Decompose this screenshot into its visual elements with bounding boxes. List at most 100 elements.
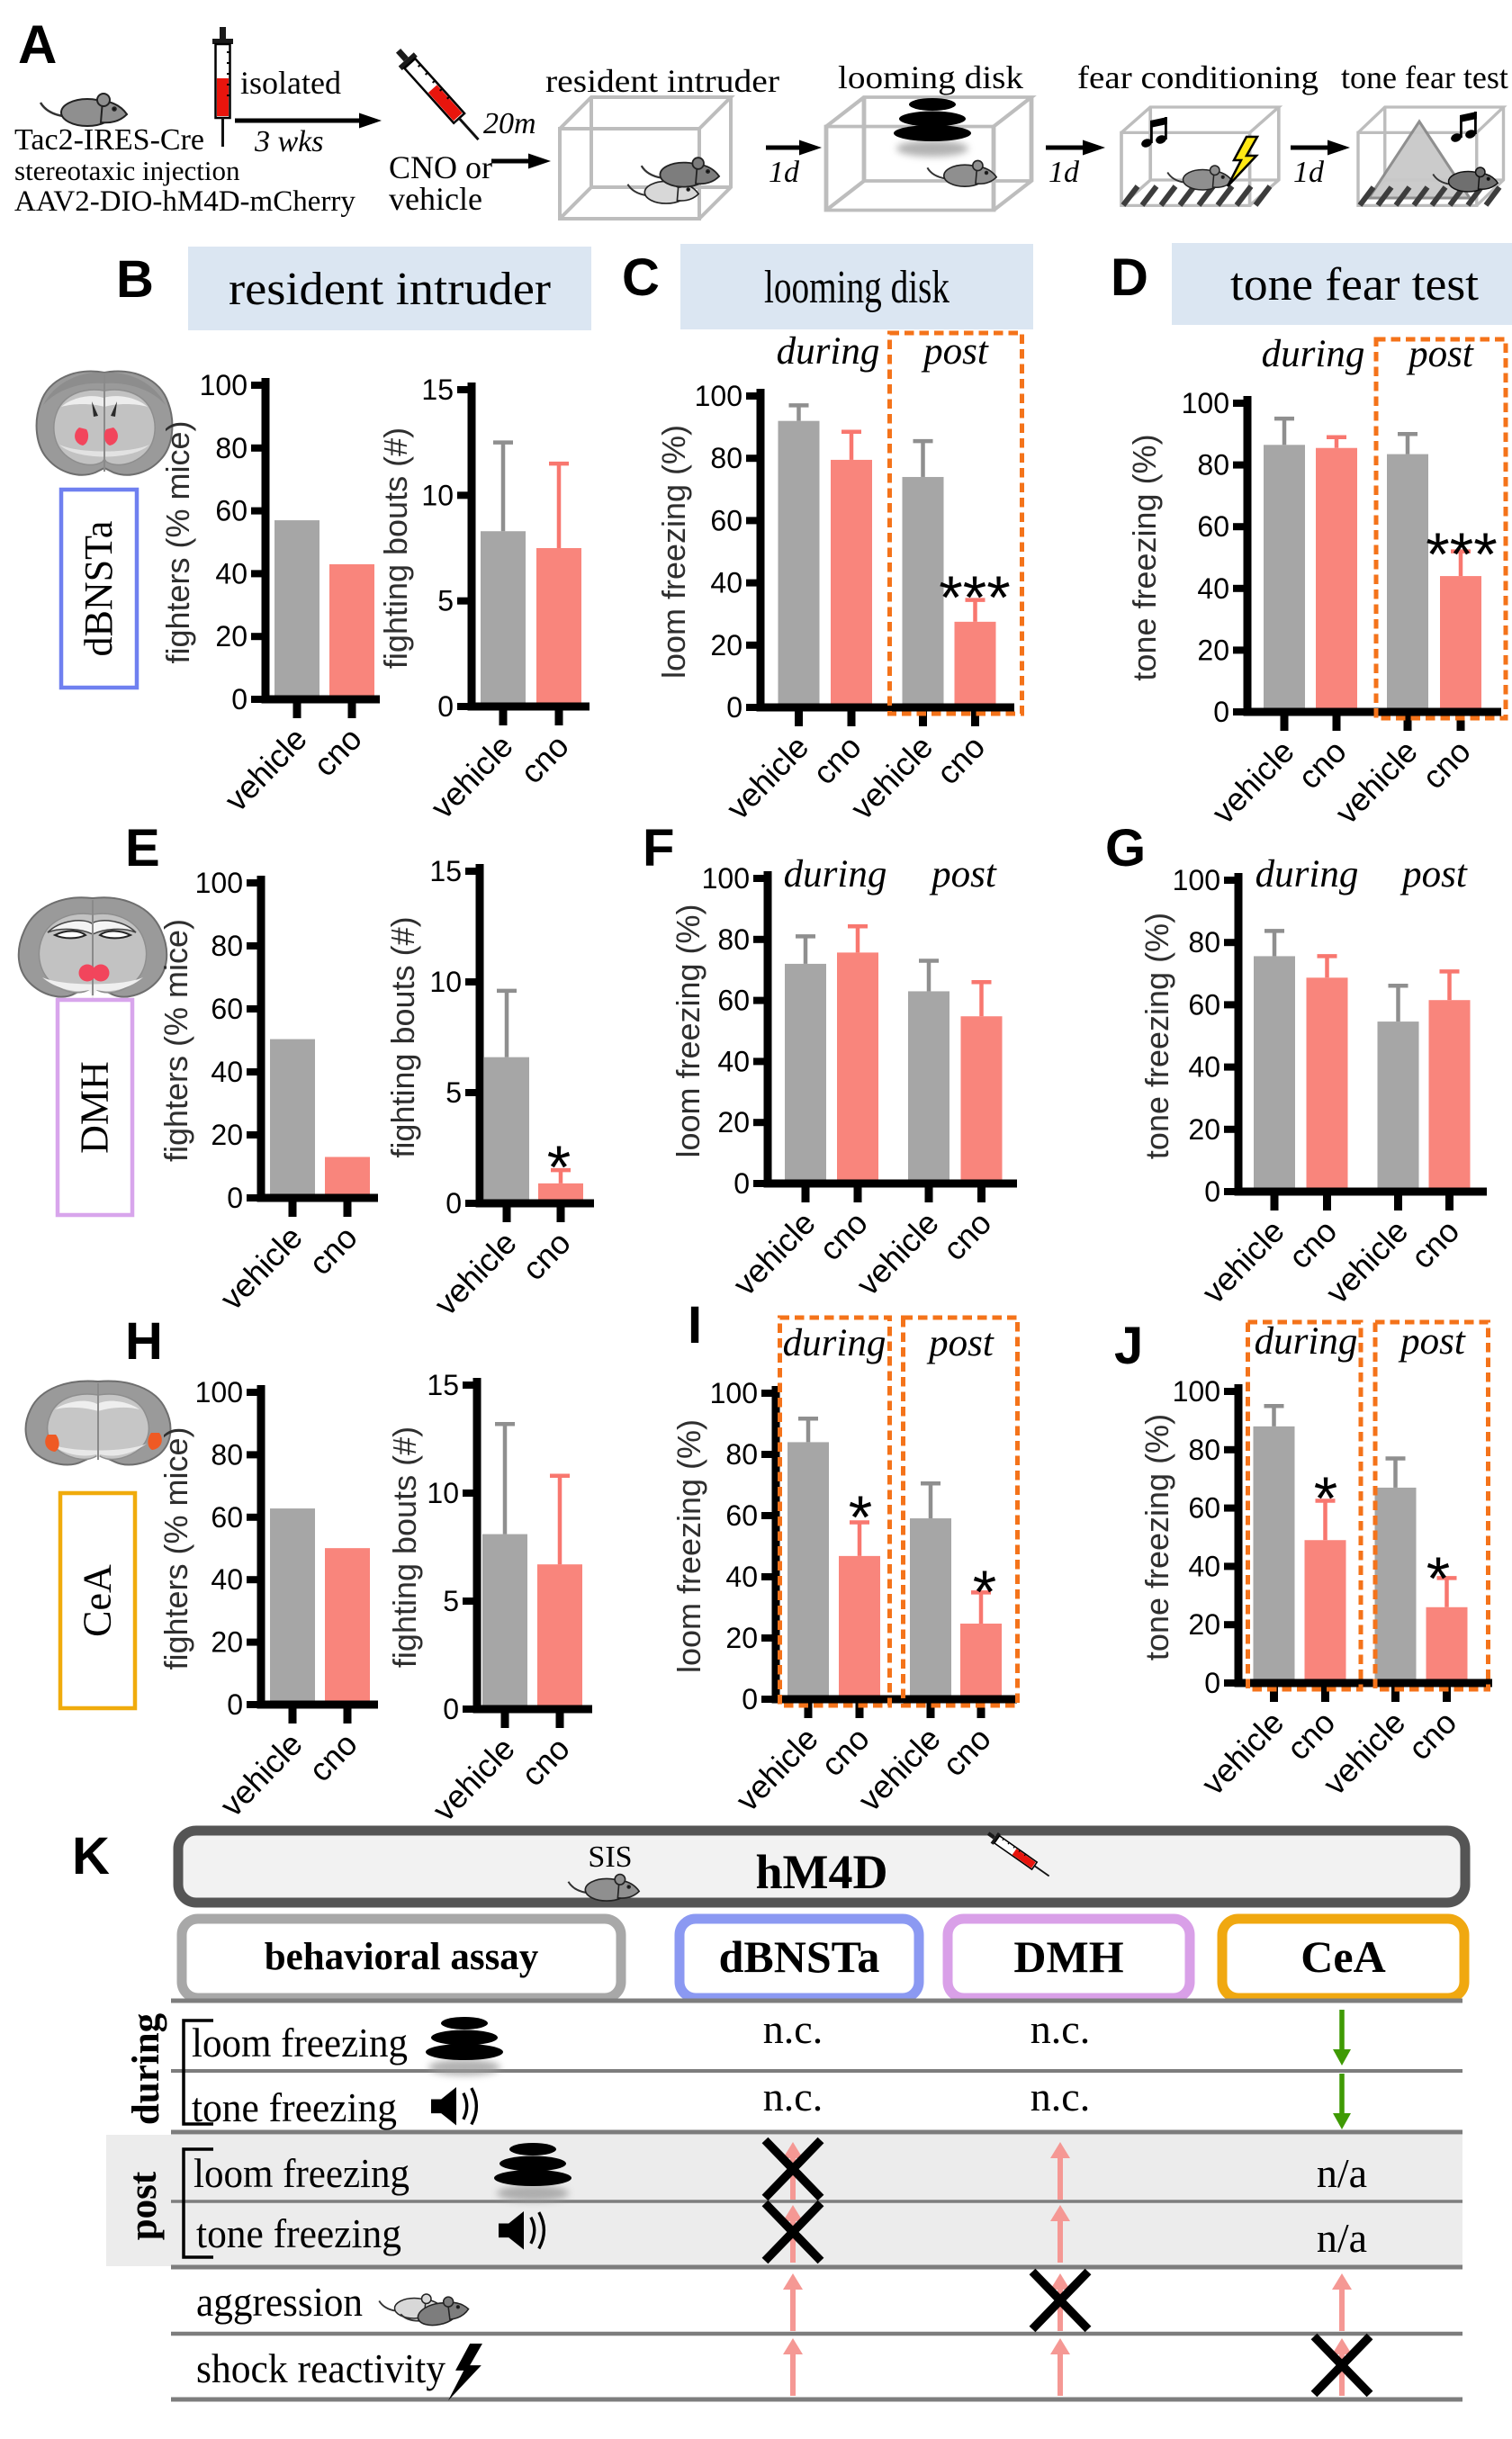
svg-text:DMH: DMH <box>73 1061 117 1154</box>
svg-text:behavioral assay: behavioral assay <box>265 1936 539 1978</box>
svg-text:20: 20 <box>215 620 248 652</box>
svg-text:10: 10 <box>421 479 454 511</box>
svg-text:20: 20 <box>1188 1113 1220 1146</box>
svg-text:CNO or: CNO or <box>389 149 492 185</box>
svg-text:post: post <box>1400 853 1468 896</box>
svg-text:80: 80 <box>725 1438 758 1471</box>
svg-text:cno: cno <box>935 1204 998 1267</box>
svg-text:loom freezing: loom freezing <box>194 2150 410 2196</box>
svg-text:vehicle: vehicle <box>1328 733 1424 831</box>
svg-text:tone freezing: tone freezing <box>196 2210 401 2256</box>
svg-text:during: during <box>1262 333 1365 375</box>
svg-text:cno: cno <box>306 720 369 783</box>
svg-text:tone fear test: tone fear test <box>1230 259 1480 310</box>
svg-text:15: 15 <box>427 1369 459 1401</box>
svg-text:*: * <box>973 1558 996 1626</box>
svg-text:40: 40 <box>1188 1051 1220 1084</box>
svg-text:3 wks: 3 wks <box>254 125 324 158</box>
svg-text:A: A <box>18 14 57 75</box>
svg-text:0: 0 <box>446 1187 462 1220</box>
svg-text:80: 80 <box>1188 926 1220 958</box>
svg-text:DMH: DMH <box>1013 1931 1123 1982</box>
svg-text:60: 60 <box>1197 510 1229 543</box>
svg-text:***: *** <box>939 563 1010 632</box>
svg-text:n.c.: n.c. <box>1030 2074 1090 2120</box>
svg-text:fighting bouts (#): fighting bouts (#) <box>384 916 421 1157</box>
svg-text:cno: cno <box>515 1224 578 1287</box>
svg-text:100: 100 <box>702 862 750 895</box>
svg-text:40: 40 <box>1188 1550 1220 1582</box>
svg-text:fighters (% mice): fighters (% mice) <box>159 420 196 663</box>
svg-text:G: G <box>1105 819 1146 878</box>
svg-text:1d: 1d <box>769 156 800 189</box>
svg-text:80: 80 <box>1188 1434 1220 1466</box>
svg-text:vehicle: vehicle <box>212 1725 309 1823</box>
svg-text:80: 80 <box>211 1438 243 1471</box>
svg-text:stereotaxic injection: stereotaxic injection <box>14 155 240 186</box>
svg-text:60: 60 <box>1188 1492 1220 1525</box>
svg-text:cno: cno <box>513 727 576 790</box>
svg-text:20: 20 <box>710 629 742 662</box>
svg-text:cno: cno <box>1291 733 1354 796</box>
svg-text:20: 20 <box>1188 1608 1220 1641</box>
svg-text:100: 100 <box>1182 387 1229 419</box>
svg-text:cno: cno <box>812 1204 875 1267</box>
svg-text:cno: cno <box>935 1720 998 1783</box>
svg-text:I: I <box>688 1296 702 1354</box>
svg-text:100: 100 <box>195 867 243 899</box>
svg-text:80: 80 <box>215 432 248 464</box>
svg-text:vehicle: vehicle <box>850 1720 947 1818</box>
svg-text:Tac2-IRES-Cre: Tac2-IRES-Cre <box>14 123 204 157</box>
svg-text:20m: 20m <box>483 107 536 140</box>
svg-text:during: during <box>783 1322 886 1364</box>
svg-text:n.c.: n.c. <box>763 2074 823 2120</box>
svg-text:post: post <box>921 330 989 373</box>
svg-text:tone freezing (%): tone freezing (%) <box>1138 913 1175 1159</box>
svg-text:5: 5 <box>437 585 454 617</box>
svg-text:tone freezing: tone freezing <box>192 2084 397 2130</box>
svg-text:during: during <box>777 330 880 373</box>
svg-text:60: 60 <box>717 985 750 1017</box>
svg-text:0: 0 <box>742 1683 758 1715</box>
svg-text:vehicle: vehicle <box>728 1720 824 1818</box>
svg-text:100: 100 <box>195 1376 243 1408</box>
svg-text:tone fear test: tone fear test <box>1341 59 1508 95</box>
svg-text:n.c.: n.c. <box>1030 2006 1090 2052</box>
svg-text:during: during <box>1255 1320 1358 1363</box>
svg-text:vehicle: vehicle <box>1318 1212 1415 1310</box>
svg-text:tone freezing (%): tone freezing (%) <box>1126 434 1163 680</box>
svg-text:20: 20 <box>725 1622 758 1654</box>
svg-text:n.c.: n.c. <box>763 2006 823 2052</box>
svg-text:100: 100 <box>1173 864 1220 896</box>
svg-text:looming disk: looming disk <box>764 262 950 313</box>
svg-text:C: C <box>622 248 660 307</box>
svg-text:post: post <box>926 1322 994 1364</box>
svg-text:cno: cno <box>1403 1212 1466 1275</box>
svg-text:vehicle: vehicle <box>217 720 313 818</box>
svg-text:cno: cno <box>806 728 868 791</box>
svg-text:CeA: CeA <box>76 1564 120 1637</box>
svg-text:D: D <box>1111 248 1148 307</box>
svg-text:15: 15 <box>421 374 454 406</box>
svg-text:20: 20 <box>717 1106 750 1138</box>
svg-text:40: 40 <box>215 557 248 590</box>
svg-text:cno: cno <box>1281 1212 1344 1275</box>
svg-text:0: 0 <box>231 683 248 716</box>
svg-text:80: 80 <box>211 930 243 962</box>
svg-text:tone freezing (%): tone freezing (%) <box>1138 1414 1175 1660</box>
svg-text:n/a: n/a <box>1317 2215 1367 2261</box>
svg-text:100: 100 <box>710 1377 758 1409</box>
svg-text:0: 0 <box>1204 1667 1220 1699</box>
svg-text:vehicle: vehicle <box>425 1730 521 1828</box>
svg-text:vehicle: vehicle <box>849 1204 945 1302</box>
svg-text:dBNSTa: dBNSTa <box>719 1931 880 1982</box>
svg-text:10: 10 <box>429 966 462 998</box>
svg-text:60: 60 <box>211 993 243 1025</box>
svg-text:loom freezing (%): loom freezing (%) <box>655 425 692 679</box>
svg-text:40: 40 <box>211 1563 243 1596</box>
svg-text:cno: cno <box>302 1219 364 1282</box>
svg-text:K: K <box>72 1827 110 1886</box>
svg-text:isolated: isolated <box>240 65 341 101</box>
svg-text:resident intruder: resident intruder <box>545 63 779 99</box>
svg-text:80: 80 <box>1197 449 1229 482</box>
